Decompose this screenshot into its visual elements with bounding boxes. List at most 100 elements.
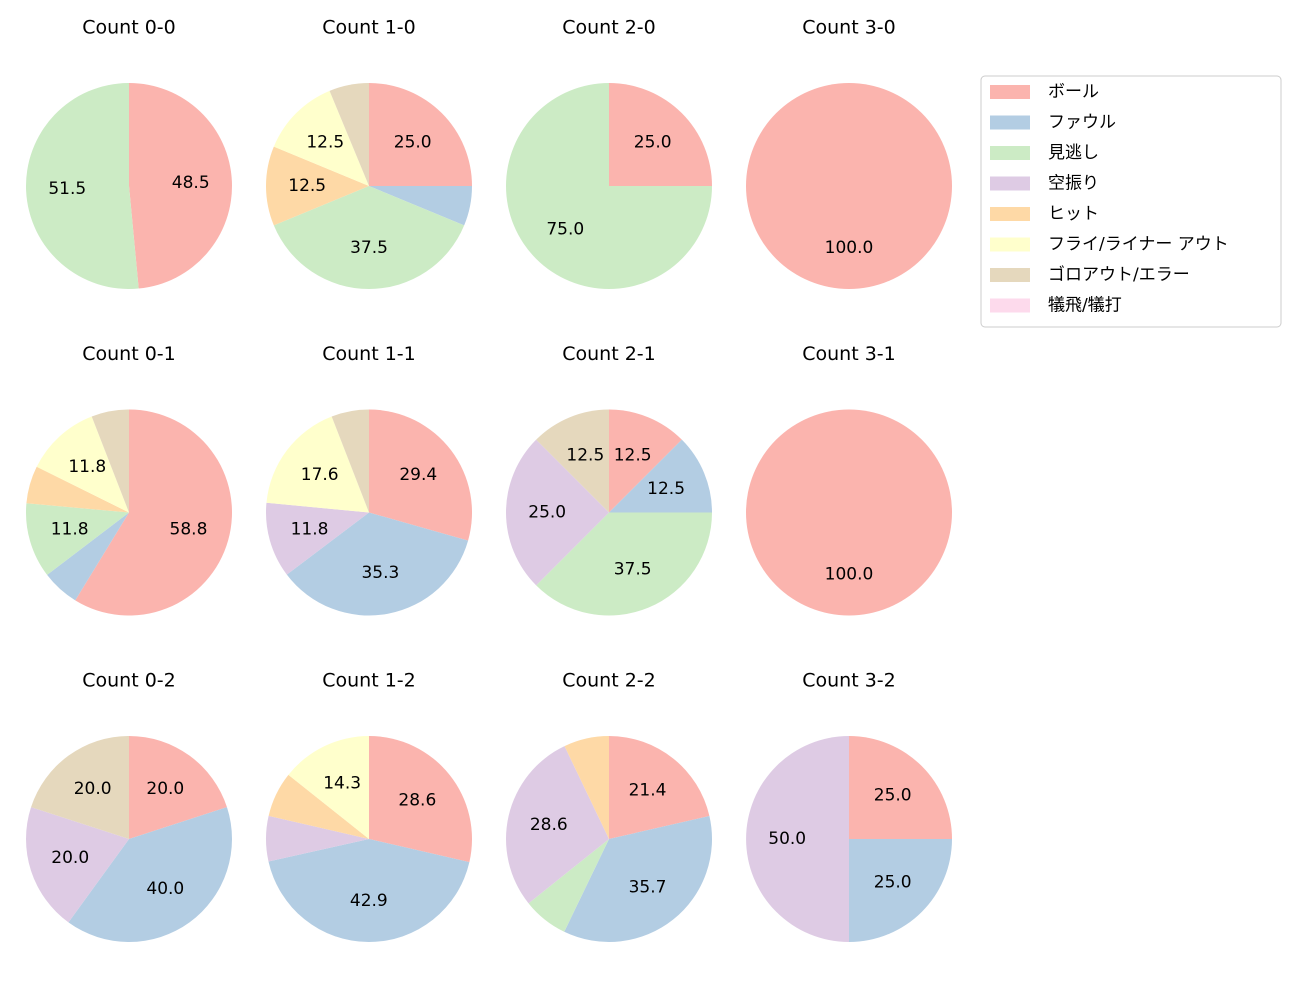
legend-swatch bbox=[990, 146, 1030, 160]
chart-title: Count 0-1 bbox=[82, 343, 176, 365]
pie-slice bbox=[268, 774, 369, 839]
pie-slice bbox=[129, 736, 227, 839]
pie-slice bbox=[26, 503, 130, 575]
pie-slice bbox=[849, 736, 952, 839]
pie-slice bbox=[331, 409, 369, 513]
pie-slice bbox=[268, 839, 470, 943]
legend-swatch bbox=[990, 268, 1030, 282]
slice-label: 37.5 bbox=[614, 560, 652, 580]
pie-slice bbox=[609, 409, 682, 513]
chart-title: Count 2-2 bbox=[562, 670, 656, 692]
slice-label: 25.0 bbox=[874, 873, 912, 893]
slice-label: 17.6 bbox=[301, 465, 339, 485]
slice-label: 11.8 bbox=[291, 519, 329, 539]
pie-slice bbox=[68, 807, 232, 942]
pie-slice bbox=[564, 736, 609, 839]
slice-label: 25.0 bbox=[528, 503, 566, 523]
legend-label: 空振り bbox=[1048, 174, 1099, 194]
slice-label: 14.3 bbox=[323, 773, 361, 793]
chart-title: Count 1-1 bbox=[322, 343, 416, 365]
legend-swatch bbox=[990, 207, 1030, 221]
slice-label: 20.0 bbox=[74, 779, 112, 799]
pie-slice bbox=[609, 736, 710, 839]
slice-label: 12.5 bbox=[647, 479, 685, 499]
slice-label: 35.3 bbox=[361, 563, 399, 583]
legend-label: ファウル bbox=[1048, 113, 1116, 133]
slice-label: 100.0 bbox=[825, 564, 874, 584]
slice-label: 25.0 bbox=[394, 132, 432, 152]
pie-slice bbox=[369, 736, 473, 863]
pie-slice bbox=[265, 815, 369, 862]
legend-swatch bbox=[990, 237, 1030, 252]
pie-slice bbox=[286, 512, 469, 616]
legend-box bbox=[980, 75, 1282, 328]
slice-label: 48.5 bbox=[172, 173, 210, 193]
chart-title: Count 2-1 bbox=[562, 343, 656, 365]
pie-slice bbox=[75, 409, 233, 616]
legend-label: ヒット bbox=[1048, 204, 1099, 224]
chart-title: Count 2-0 bbox=[562, 17, 656, 39]
pie-slice bbox=[129, 83, 232, 289]
slice-label: 42.9 bbox=[350, 891, 388, 911]
pie-slice bbox=[26, 807, 130, 923]
slice-label: 28.6 bbox=[530, 815, 568, 835]
pie-slice bbox=[266, 146, 369, 226]
pie-slice bbox=[369, 83, 472, 186]
pie-slice bbox=[288, 736, 369, 839]
slice-label: 20.0 bbox=[146, 779, 184, 799]
slice-label: 50.0 bbox=[768, 829, 806, 849]
legend-swatch bbox=[990, 115, 1030, 130]
pie-slice bbox=[91, 409, 129, 513]
slice-label: 40.0 bbox=[146, 879, 184, 899]
pie-slice bbox=[506, 439, 609, 586]
legend-label: 見逃し bbox=[1048, 143, 1099, 163]
pie-slice bbox=[746, 736, 849, 942]
slice-label: 58.8 bbox=[170, 519, 208, 539]
pie-slice bbox=[609, 439, 712, 513]
slice-label: 12.5 bbox=[288, 176, 326, 196]
chart-title: Count 3-0 bbox=[802, 17, 896, 39]
pie-slice bbox=[536, 409, 609, 513]
pie-slice bbox=[609, 83, 712, 186]
slice-label: 21.4 bbox=[629, 781, 667, 801]
slice-label: 75.0 bbox=[546, 220, 584, 240]
pie-slice bbox=[505, 746, 609, 904]
slice-label: 11.8 bbox=[68, 457, 106, 477]
pie-slice bbox=[369, 186, 472, 226]
legend-label: フライ/ライナー アウト bbox=[1048, 235, 1229, 255]
pie-slice bbox=[369, 409, 473, 541]
chart-title: Count 3-1 bbox=[802, 343, 896, 365]
slice-label: 12.5 bbox=[306, 132, 344, 152]
chart-title: Count 0-2 bbox=[82, 670, 176, 692]
slice-label: 28.6 bbox=[398, 791, 436, 811]
slice-label: 25.0 bbox=[874, 785, 912, 805]
pie-slice bbox=[266, 502, 369, 575]
chart-title: Count 1-0 bbox=[322, 17, 416, 39]
slice-label: 11.8 bbox=[51, 520, 89, 540]
pie-slice bbox=[528, 839, 609, 932]
slice-label: 12.5 bbox=[566, 445, 604, 465]
pie-slice bbox=[25, 83, 139, 289]
legend-label: 犠飛/犠打 bbox=[1048, 296, 1122, 316]
legend-swatch bbox=[990, 298, 1030, 313]
pie-slice bbox=[506, 83, 712, 289]
legend-label: ボール bbox=[1048, 82, 1099, 102]
legend-label: ゴロアウト/エラー bbox=[1048, 264, 1190, 285]
pie-slice bbox=[329, 83, 369, 186]
slice-label: 25.0 bbox=[634, 132, 672, 152]
chart-title: Count 0-0 bbox=[82, 17, 176, 39]
pie-slice bbox=[746, 83, 952, 289]
pie-slice bbox=[273, 90, 369, 186]
chart-title: Count 1-2 bbox=[322, 670, 416, 692]
pie-slice bbox=[849, 839, 952, 942]
pie-slice bbox=[273, 186, 465, 290]
pie-slice bbox=[26, 466, 129, 513]
slice-label: 37.5 bbox=[350, 238, 388, 258]
pie-slice bbox=[31, 736, 129, 839]
pie-slice bbox=[564, 816, 713, 942]
legend-swatch bbox=[990, 85, 1030, 99]
pie-slice bbox=[36, 416, 129, 513]
slice-label: 100.0 bbox=[825, 238, 874, 258]
slice-label: 51.5 bbox=[48, 179, 86, 199]
